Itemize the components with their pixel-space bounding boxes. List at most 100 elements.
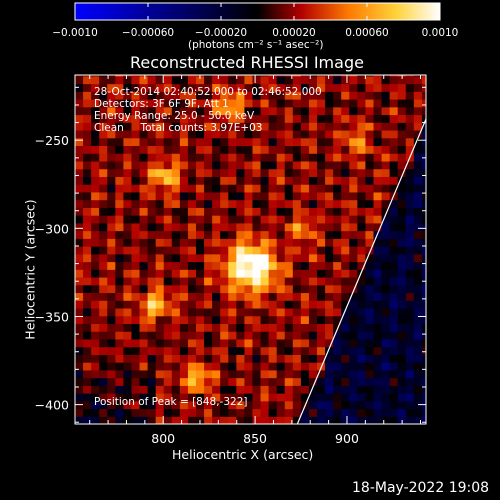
heatmap-cell bbox=[308, 153, 318, 162]
heatmap-cell bbox=[139, 75, 149, 85]
heatmap-cell bbox=[196, 83, 205, 92]
heatmap-cell bbox=[123, 292, 133, 301]
heatmap-cell bbox=[413, 199, 423, 208]
heatmap-cell bbox=[147, 106, 157, 116]
heatmap-cell bbox=[131, 122, 141, 131]
heatmap-cell bbox=[155, 91, 165, 100]
heatmap-cell bbox=[317, 300, 326, 309]
heatmap-cell bbox=[147, 176, 157, 185]
heatmap-cell bbox=[317, 191, 326, 201]
heatmap-cell bbox=[357, 408, 367, 417]
heatmap-cell bbox=[284, 145, 294, 154]
heatmap-cell bbox=[365, 416, 375, 424]
heatmap-cell bbox=[349, 160, 358, 170]
heatmap-cell bbox=[83, 269, 92, 278]
heatmap-cell bbox=[99, 246, 108, 255]
heatmap-cell bbox=[171, 385, 181, 394]
heatmap-cell bbox=[244, 284, 254, 294]
heatmap-cell bbox=[99, 114, 108, 123]
heatmap-cell bbox=[196, 369, 205, 379]
heatmap-cell bbox=[99, 284, 108, 294]
heatmap-cell bbox=[212, 315, 221, 325]
heatmap-cell bbox=[373, 145, 383, 154]
heatmap-cell bbox=[317, 400, 326, 410]
heatmap-cell bbox=[381, 385, 391, 394]
heatmap-cell bbox=[236, 416, 246, 424]
heatmap-cell bbox=[179, 338, 189, 348]
heatmap-cell bbox=[99, 393, 108, 402]
heatmap-cell bbox=[413, 269, 423, 278]
heatmap-cell bbox=[373, 238, 383, 247]
heatmap-cell bbox=[171, 354, 181, 363]
heatmap-cell bbox=[317, 393, 326, 402]
heatmap-cell bbox=[171, 207, 181, 216]
heatmap-cell bbox=[236, 122, 246, 131]
heatmap-cell bbox=[91, 276, 100, 286]
heatmap-cell bbox=[75, 369, 84, 379]
heatmap-cell bbox=[389, 346, 399, 355]
heatmap-cell bbox=[373, 323, 383, 332]
heatmap-cell bbox=[179, 91, 189, 100]
heatmap-cell bbox=[115, 393, 125, 402]
heatmap-cell bbox=[171, 222, 181, 232]
heatmap-cell bbox=[204, 137, 213, 147]
heatmap-cell bbox=[276, 315, 286, 325]
heatmap-cell bbox=[341, 385, 350, 394]
heatmap-cell bbox=[123, 230, 133, 239]
heatmap-cell bbox=[292, 377, 302, 386]
heatmap-cell bbox=[365, 261, 375, 270]
heatmap-cell bbox=[236, 362, 246, 371]
heatmap-cell bbox=[284, 83, 294, 92]
heatmap-cell bbox=[75, 129, 84, 139]
heatmap-cell bbox=[147, 83, 157, 92]
x-tick-label: 900 bbox=[335, 431, 359, 446]
heatmap-cell bbox=[91, 292, 100, 301]
heatmap-cell bbox=[308, 215, 318, 224]
heatmap-cell bbox=[252, 269, 262, 278]
heatmap-cell bbox=[83, 393, 92, 402]
heatmap-cell bbox=[252, 416, 262, 424]
heatmap-cell bbox=[179, 261, 189, 270]
heatmap-cell bbox=[365, 207, 375, 216]
heatmap-cell bbox=[131, 160, 141, 170]
heatmap-cell bbox=[131, 284, 141, 294]
heatmap-cell bbox=[333, 238, 342, 247]
heatmap-cell bbox=[107, 323, 116, 332]
heatmap-cell bbox=[276, 114, 286, 123]
heatmap-cell bbox=[405, 416, 415, 424]
heatmap-cell bbox=[333, 176, 342, 185]
heatmap-cell bbox=[308, 91, 318, 100]
heatmap-cell bbox=[83, 307, 92, 317]
heatmap-cell bbox=[373, 416, 383, 424]
heatmap-cell bbox=[389, 83, 399, 92]
heatmap-cell bbox=[413, 346, 423, 355]
heatmap-cell bbox=[260, 385, 270, 394]
heatmap-cell bbox=[83, 99, 92, 108]
heatmap-cell bbox=[341, 168, 350, 177]
heatmap-cell bbox=[260, 346, 270, 355]
heatmap-cell bbox=[421, 338, 426, 348]
heatmap-cell bbox=[357, 331, 367, 340]
heatmap-cell bbox=[284, 408, 294, 417]
heatmap-cell bbox=[244, 230, 254, 239]
heatmap-cell bbox=[284, 168, 294, 177]
heatmap-cell bbox=[220, 99, 229, 108]
heatmap-cell bbox=[236, 168, 246, 177]
heatmap-cell bbox=[276, 191, 286, 201]
heatmap-cell bbox=[276, 215, 286, 224]
heatmap-cell bbox=[115, 323, 125, 332]
heatmap-cell bbox=[341, 184, 350, 193]
heatmap-cell bbox=[228, 222, 237, 232]
heatmap-cell bbox=[204, 99, 213, 108]
heatmap-cell bbox=[228, 83, 237, 92]
heatmap-cell bbox=[171, 292, 181, 301]
heatmap-cell bbox=[333, 199, 342, 208]
heatmap-cell bbox=[349, 145, 358, 154]
heatmap-cell bbox=[131, 292, 141, 301]
heatmap-cell bbox=[341, 354, 350, 363]
heatmap-cell bbox=[365, 307, 375, 317]
heatmap-cell bbox=[179, 230, 189, 239]
heatmap-cell bbox=[333, 230, 342, 239]
heatmap-cell bbox=[413, 338, 423, 348]
heatmap-cell bbox=[115, 300, 125, 309]
